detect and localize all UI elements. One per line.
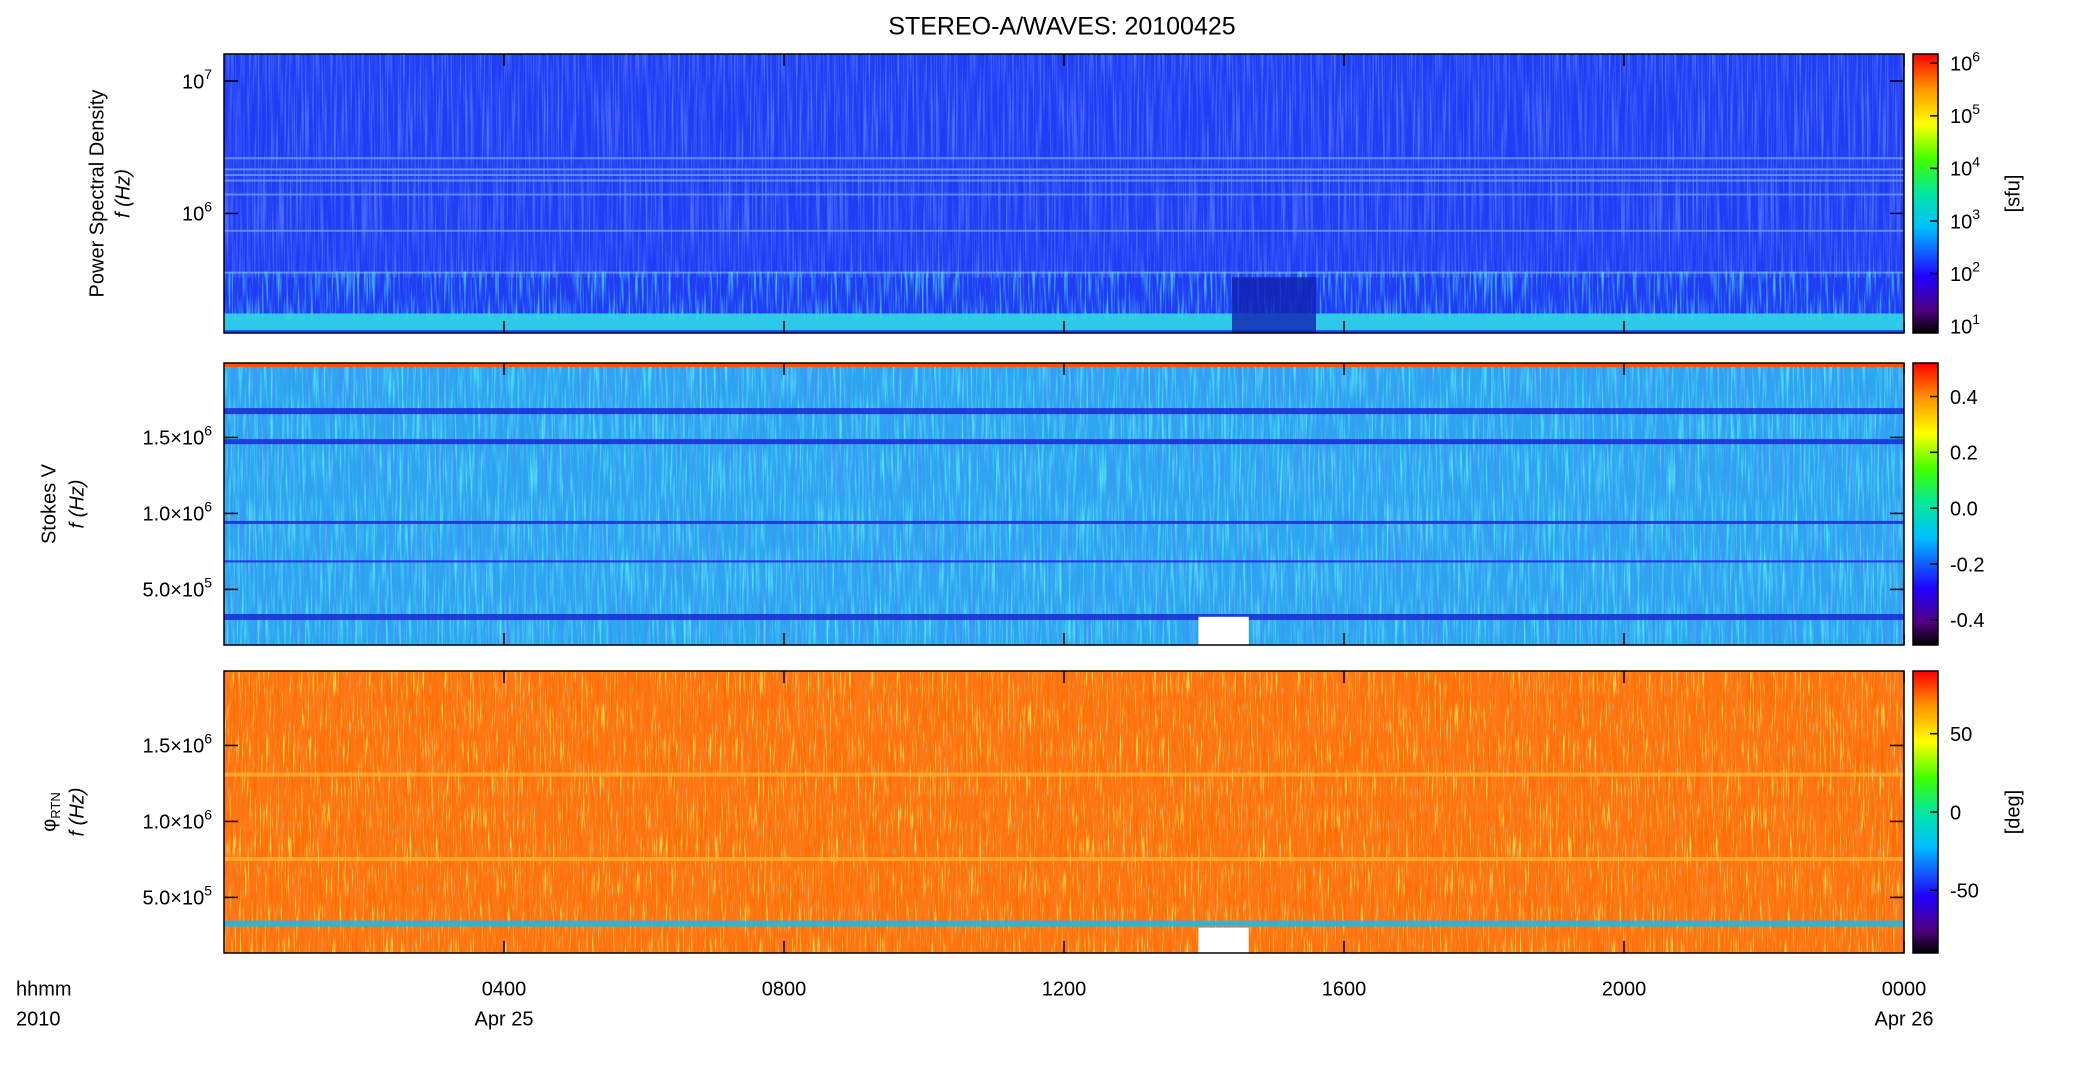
y-tick-label-exponent: 6 <box>204 806 212 822</box>
y-tick-label: 106 <box>182 198 212 226</box>
spectrogram-texture <box>224 363 1904 645</box>
colorbar-tick-label: 0.2 <box>1950 443 1978 465</box>
y-tick-label-exponent: 6 <box>204 498 212 514</box>
spectrogram-texture <box>224 271 1904 320</box>
y-tick-label-exponent: 6 <box>204 730 212 746</box>
y-axis-label: Power Spectral Density <box>86 90 108 298</box>
spectrogram-line <box>224 173 1904 176</box>
spectrogram-line <box>224 857 1904 862</box>
x-tick-label: 2000 <box>1602 978 1647 1000</box>
spectrogram-gap <box>1198 927 1249 953</box>
colorbar-tick-label: 103 <box>1950 206 1980 234</box>
y-tick-label-exponent: 5 <box>204 574 212 590</box>
spectrogram-line <box>224 179 1904 182</box>
y-tick-label-exponent: 7 <box>204 66 212 82</box>
y-axis-label: Stokes V <box>38 463 60 544</box>
y-tick-label: 1.5×106 <box>142 730 212 758</box>
x-axis-label: hhmm <box>16 978 72 1000</box>
colorbar-tick-label-exponent: 4 <box>1972 153 1980 169</box>
y-tick-label-exponent: 6 <box>204 422 212 438</box>
x-tick-label: 0400 <box>482 978 527 1000</box>
y-tick-label-exponent: 5 <box>204 882 212 898</box>
y-axis-label: f (Hz) <box>66 788 88 837</box>
y-tick-label: 1.0×106 <box>142 806 212 834</box>
colorbar-tick-label: 106 <box>1950 48 1980 76</box>
colorbar-tick-label: -0.4 <box>1950 610 1984 632</box>
y-tick-label: 1.5×106 <box>142 422 212 450</box>
colorbar-label: [sfu] <box>2002 175 2024 213</box>
y-tick-label: 107 <box>182 66 212 94</box>
spectrogram-gap <box>1198 616 1249 645</box>
spectrogram-line <box>224 408 1904 415</box>
colorbar-tick-label: -0.2 <box>1950 554 1984 576</box>
spectrogram-line <box>224 439 1904 445</box>
spectrogram-texture <box>224 54 1904 278</box>
x-tick-label: 0000 <box>1882 978 1927 1000</box>
colorbar <box>1912 362 1939 646</box>
colorbar-tick-label: 0.4 <box>1950 387 1978 409</box>
colorbar-tick-label: 0 <box>1950 802 1961 824</box>
spectrogram-line <box>224 772 1904 777</box>
x-tick-date-label: Apr 25 <box>475 1008 534 1030</box>
spectrogram-texture <box>224 671 1904 953</box>
chart-title: STEREO-A/WAVES: 20100425 <box>888 13 1235 41</box>
y-axis-label: f (Hz) <box>112 169 134 218</box>
x-axis-label: 2010 <box>16 1008 61 1030</box>
colorbar <box>1912 53 1939 334</box>
colorbar-tick-label-exponent: 2 <box>1972 258 1980 274</box>
colorbar-tick-label: -50 <box>1950 881 1979 903</box>
colorbar-tick-label-exponent: 3 <box>1972 206 1980 222</box>
spectrogram-line <box>224 920 1904 927</box>
spectrogram-line <box>224 168 1904 171</box>
x-tick-label: 1600 <box>1322 978 1367 1000</box>
colorbar-tick-label-exponent: 1 <box>1972 311 1980 327</box>
colorbar-tick-label-exponent: 5 <box>1972 101 1980 117</box>
y-tick-label: 5.0×105 <box>142 574 212 602</box>
y-tick-label-exponent: 6 <box>204 198 212 214</box>
colorbar-tick-label: 104 <box>1950 153 1980 181</box>
spectrogram-line <box>224 560 1904 563</box>
y-tick-label: 1.0×106 <box>142 498 212 526</box>
spectrogram-line <box>224 229 1904 232</box>
colorbar-tick-label: 101 <box>1950 311 1980 339</box>
colorbar-tick-label: 105 <box>1950 101 1980 129</box>
colorbar-tick-label: 50 <box>1950 724 1972 746</box>
spectrogram-line <box>224 613 1904 620</box>
colorbar-tick-label-exponent: 6 <box>1972 48 1980 64</box>
spectrogram-line <box>224 520 1904 524</box>
x-tick-label: 1200 <box>1042 978 1087 1000</box>
x-tick-label: 0800 <box>762 978 807 1000</box>
y-axis-label-subscript: RTN <box>48 792 63 818</box>
colorbar-tick-label: 102 <box>1950 258 1980 286</box>
colorbar-tick-label: 0.0 <box>1950 498 1978 520</box>
spectrogram-line <box>224 157 1904 160</box>
spectrogram-gap <box>1232 277 1316 333</box>
x-tick-date-label: Apr 26 <box>1875 1008 1934 1030</box>
colorbar-label: [deg] <box>2002 790 2024 834</box>
spectrogram-line <box>224 193 1904 196</box>
y-tick-label: 5.0×105 <box>142 882 212 910</box>
y-axis-label: φRTN <box>38 792 63 831</box>
y-axis-label: f (Hz) <box>66 480 88 529</box>
